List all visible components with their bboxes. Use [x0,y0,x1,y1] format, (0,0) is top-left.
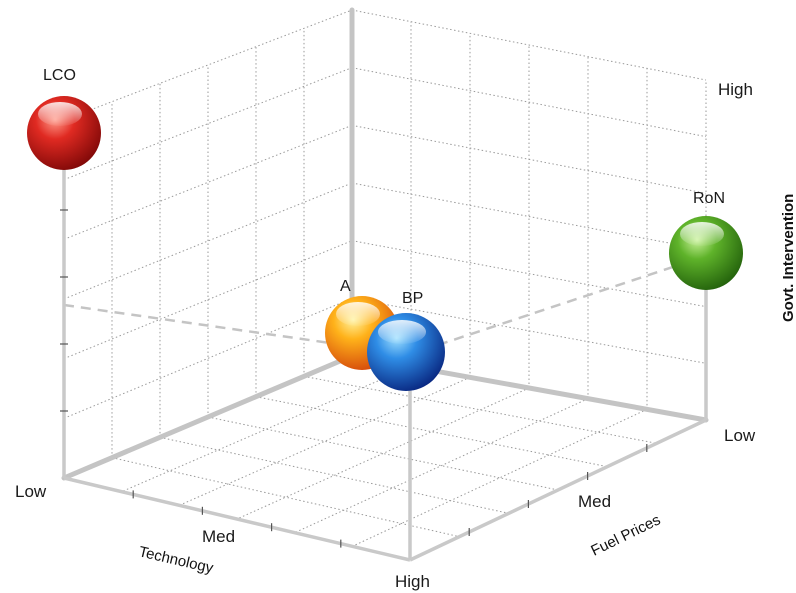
grid-line [294,398,589,534]
z-axis-title: Govt. Intervention [780,194,796,322]
grid-line [63,297,353,419]
data-point-bp [367,313,445,391]
point-label-lco: LCO [43,67,76,84]
x-axis-title: Technology [137,543,215,577]
y-tick-low: Low [724,426,756,445]
grid-line [255,396,608,468]
x-tick-low: Low [15,482,47,501]
grid-line [351,182,707,251]
grid-line [121,366,412,493]
projection-lines [63,254,707,347]
data-point-lco [27,96,101,170]
z-tick-high: High [718,80,753,99]
data-points [27,96,743,391]
y-axis-title: Fuel Prices [588,511,663,559]
grid-line [351,67,707,138]
projection-line-left [63,303,331,345]
y-tick-med: Med [578,492,611,511]
point-label-bp: BP [402,290,423,307]
x-tick-med: Med [202,527,235,546]
grid-line [179,376,471,506]
grid-line [351,9,707,81]
point-label-a: A [340,278,351,295]
grid-line [351,124,707,194]
grid-line [111,457,460,538]
data-point-ron [669,216,743,290]
grid-line [236,387,530,520]
grid-layer [63,9,707,561]
grid-line [352,408,648,547]
projection-line-right [437,254,707,347]
point-label-ron: RoN [693,190,725,207]
grid-line [63,9,353,121]
front-edge-x [63,476,411,562]
x-tick-high: High [395,572,430,591]
grid-line [63,124,353,240]
front-edge-y [409,418,707,562]
stems [62,160,708,562]
x-axis-back-line [61,353,355,481]
grid-line [351,240,707,308]
